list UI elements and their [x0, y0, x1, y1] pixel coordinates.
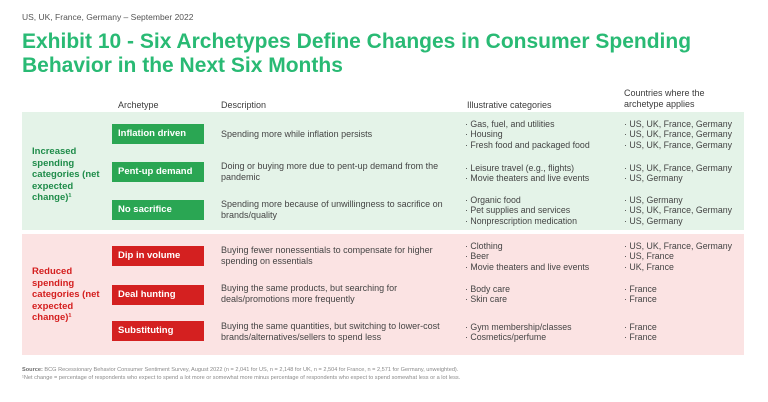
- row-categories: · Organic food · Pet supplies and servic…: [465, 195, 615, 226]
- row-countries: · US, Germany · US, UK, France, Germany …: [624, 195, 754, 226]
- country-item: · US, Germany: [624, 215, 683, 226]
- country-item: · US, Germany: [624, 195, 683, 205]
- country-item: · US, UK, France, Germany: [624, 205, 733, 216]
- row-categories: · Gym membership/classes · Cosmetics/per…: [465, 322, 615, 343]
- row-description: Buying the same quantities, but switchin…: [221, 321, 440, 342]
- row-categories: · Body care · Skin care: [465, 284, 615, 305]
- row-description: Buying fewer nonessentials to compensate…: [221, 245, 433, 266]
- category-item: · Movie theaters and live events: [465, 261, 590, 272]
- category-item: · Gym membership/classes: [465, 322, 572, 332]
- category-item: · Leisure travel (e.g., flights): [465, 163, 575, 173]
- country-item: · US, UK, France, Germany: [624, 241, 733, 251]
- category-item: · Skin care: [465, 294, 508, 305]
- header-categories: Illustrative categories: [467, 100, 552, 110]
- category-item: · Fresh food and packaged food: [465, 139, 590, 150]
- country-item: · US, UK, France, Germany: [624, 119, 733, 129]
- group-label-reduced: Reduced spending categories (net expecte…: [32, 266, 100, 323]
- country-item: · France: [624, 332, 657, 343]
- country-item: · France: [624, 284, 657, 294]
- row-countries: · US, UK, France, Germany · US, Germany: [624, 163, 754, 184]
- country-item: · US, UK, France, Germany: [624, 129, 733, 140]
- archetype-badge-substituting: Substituting: [112, 321, 204, 341]
- category-item: · Organic food: [465, 195, 521, 205]
- row-categories: · Leisure travel (e.g., flights) · Movie…: [465, 163, 615, 184]
- country-item: · US, UK, France, Germany: [624, 163, 733, 173]
- country-item: · US, France: [624, 251, 674, 262]
- category-item: · Cosmetics/perfume: [465, 332, 547, 343]
- row-categories: · Gas, fuel, and utilities · Housing · F…: [465, 119, 615, 150]
- row-countries: · France · France: [624, 322, 754, 343]
- category-item: · Nonprescription medication: [465, 215, 577, 226]
- source-text: BCG Recessionary Behavior Consumer Senti…: [44, 367, 459, 373]
- country-item: · US, UK, France, Germany: [624, 139, 733, 150]
- category-item: · Pet supplies and services: [465, 205, 571, 216]
- row-categories: · Clothing · Beer · Movie theaters and l…: [465, 241, 615, 272]
- header-countries: Countries where the archetype applies: [624, 88, 705, 109]
- row-countries: · US, UK, France, Germany · US, France ·…: [624, 241, 754, 272]
- header-archetype: Archetype: [118, 100, 159, 110]
- row-description: Doing or buying more due to pent-up dema…: [221, 161, 439, 182]
- row-description: Spending more because of unwillingness t…: [221, 199, 443, 220]
- group-label-increased: Increased spending categories (net expec…: [32, 146, 100, 203]
- country-item: · France: [624, 322, 657, 332]
- archetype-badge-deal-hunting: Deal hunting: [112, 285, 204, 305]
- archetype-badge-pent-up-demand: Pent-up demand: [112, 162, 204, 182]
- country-item: · UK, France: [624, 261, 674, 272]
- category-item: · Beer: [465, 251, 489, 262]
- row-countries: · US, UK, France, Germany · US, UK, Fran…: [624, 119, 754, 150]
- exhibit-title: Exhibit 10 - Six Archetypes Define Chang…: [22, 30, 692, 77]
- category-item: · Clothing: [465, 241, 503, 251]
- eyebrow-text: US, UK, France, Germany – September 2022: [22, 12, 194, 22]
- row-description: Buying the same products, but searching …: [221, 283, 398, 304]
- source-footnote: Source: BCG Recessionary Behavior Consum…: [22, 366, 752, 382]
- category-item: · Movie theaters and live events: [465, 173, 590, 184]
- archetype-badge-dip-in-volume: Dip in volume: [112, 246, 204, 266]
- category-item: · Body care: [465, 284, 510, 294]
- category-item: · Housing: [465, 129, 503, 140]
- header-description: Description: [221, 100, 267, 110]
- category-item: · Gas, fuel, and utilities: [465, 119, 555, 129]
- archetype-badge-inflation-driven: Inflation driven: [112, 124, 204, 144]
- row-description: Spending more while inflation persists: [221, 129, 373, 139]
- net-change-note: ¹Net change = percentage of respondents …: [22, 375, 461, 381]
- row-countries: · France · France: [624, 284, 754, 305]
- country-item: · US, Germany: [624, 173, 683, 184]
- country-item: · France: [624, 294, 657, 305]
- source-label: Source:: [22, 367, 43, 373]
- archetype-badge-no-sacrifice: No sacrifice: [112, 200, 204, 220]
